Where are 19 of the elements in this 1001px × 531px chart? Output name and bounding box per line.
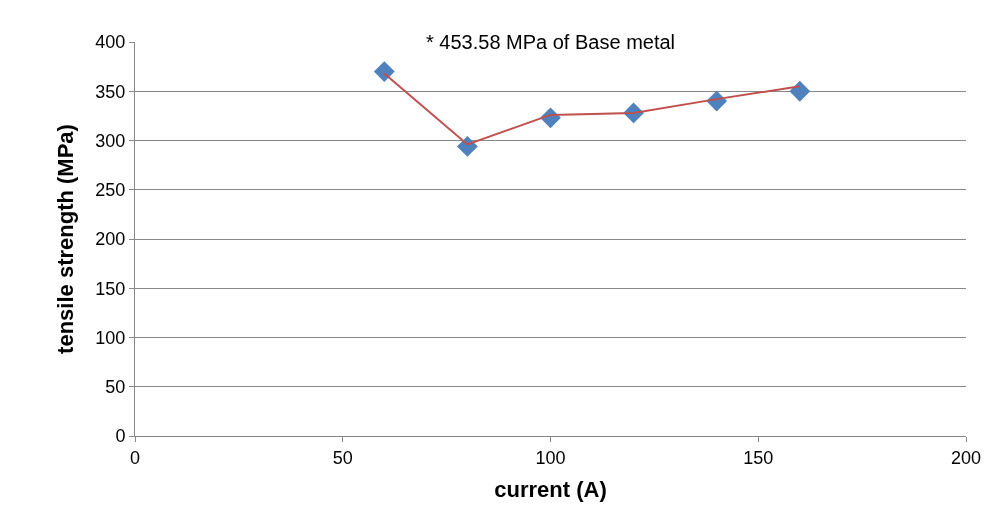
y-tick-label: 150 bbox=[95, 278, 126, 299]
point bbox=[789, 80, 811, 102]
annotation: * 453.58 MPa of Base metal bbox=[426, 31, 676, 53]
x-tick-label: 100 bbox=[535, 447, 566, 468]
y-tick-label: 100 bbox=[95, 327, 126, 348]
y-tick-label: 300 bbox=[95, 130, 126, 151]
y-axis-title: tensile strength (MPa) bbox=[53, 124, 79, 354]
y-tick-label: 0 bbox=[115, 426, 126, 447]
y-tick-label: 200 bbox=[95, 229, 126, 250]
x-tick-label: 200 bbox=[950, 447, 982, 468]
x-tick-label: 150 bbox=[743, 447, 774, 468]
x-axis-title: current (A) bbox=[494, 477, 607, 503]
x-tick-label: 50 bbox=[332, 447, 353, 468]
y-tick-label: 400 bbox=[95, 32, 126, 53]
point bbox=[373, 61, 395, 82]
y-tick-label: 250 bbox=[95, 180, 126, 201]
y-tick-label: 50 bbox=[105, 377, 126, 398]
y-tick-label: 350 bbox=[95, 81, 126, 102]
x-tick-label: 0 bbox=[129, 447, 141, 468]
